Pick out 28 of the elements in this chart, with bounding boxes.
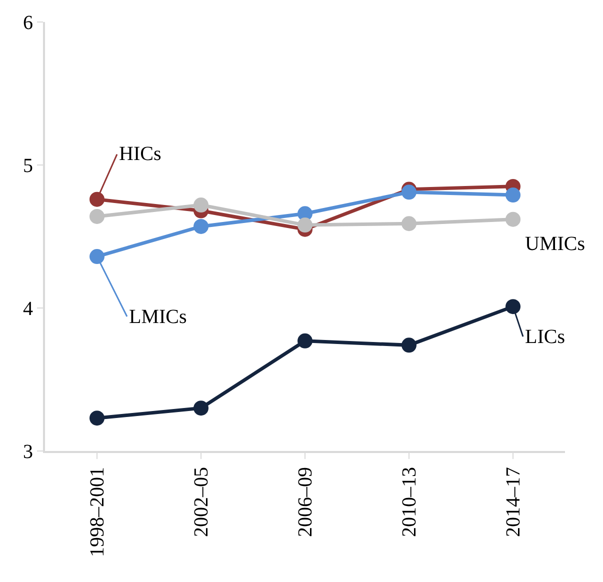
point bbox=[506, 299, 520, 314]
x-tick-label: 2006–09 bbox=[294, 467, 316, 537]
point bbox=[90, 208, 104, 224]
point bbox=[402, 184, 416, 200]
point bbox=[298, 333, 312, 348]
y-tick-label: 5 bbox=[23, 155, 33, 177]
series-label: LICs bbox=[525, 326, 566, 348]
point bbox=[90, 410, 104, 426]
x-tick-label: 2014–17 bbox=[502, 467, 524, 537]
x-tick-label: 2010–13 bbox=[398, 467, 420, 537]
point bbox=[402, 338, 416, 353]
point bbox=[90, 192, 104, 207]
point bbox=[402, 216, 416, 232]
y-tick-label: 4 bbox=[23, 298, 33, 320]
point bbox=[298, 218, 312, 233]
point bbox=[506, 212, 520, 227]
y-tick-label: 3 bbox=[23, 441, 33, 463]
series-label: HICs bbox=[119, 143, 162, 165]
point bbox=[194, 218, 208, 234]
y-tick-label: 6 bbox=[23, 12, 33, 34]
x-tick-label: 2002–05 bbox=[190, 467, 212, 537]
point bbox=[90, 249, 104, 264]
point bbox=[506, 188, 520, 203]
x-tick-label: 1998–2001 bbox=[86, 467, 108, 557]
point bbox=[194, 400, 208, 416]
point bbox=[194, 198, 208, 213]
series-label: UMICs bbox=[525, 233, 586, 255]
text: LMICs bbox=[129, 306, 187, 328]
